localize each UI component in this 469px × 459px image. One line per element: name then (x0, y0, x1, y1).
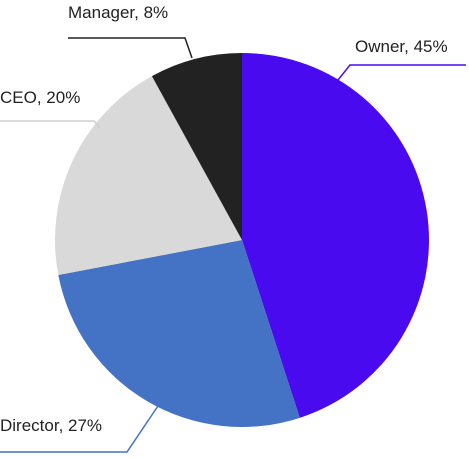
leader-line (0, 120, 101, 129)
data-label: Director, 27% (0, 416, 102, 435)
data-label: Owner, 45% (355, 37, 448, 56)
slice-group: CEO (54, 76, 242, 276)
slice-group: Director (58, 240, 300, 427)
leader-line (337, 64, 466, 81)
leader-line (0, 402, 161, 453)
pie-slice: Manager (151, 53, 242, 240)
pie-slice: Owner (242, 53, 429, 418)
pie-slice: CEO (54, 76, 242, 276)
leader-line (68, 37, 193, 59)
data-label: Manager, 8% (68, 3, 168, 22)
slice-group: Owner (242, 53, 429, 418)
data-label: CEO, 20% (0, 88, 80, 107)
slice-group: Manager (151, 53, 242, 240)
pie-slice: Director (58, 240, 300, 427)
